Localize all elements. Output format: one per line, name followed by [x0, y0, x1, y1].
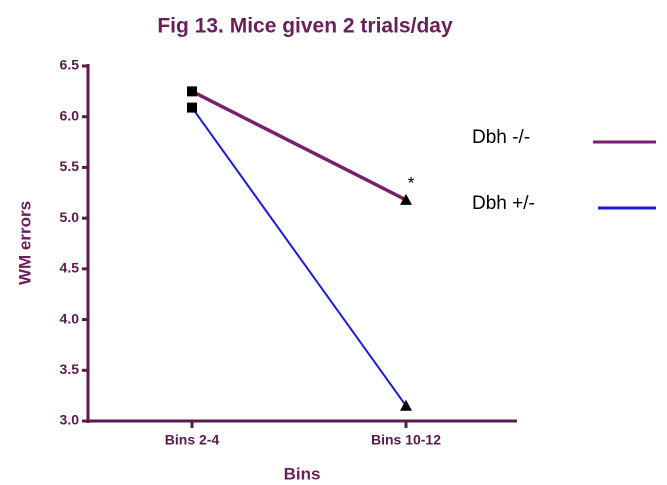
legend-label: Dbh +/- [472, 193, 535, 214]
legend-label: Dbh -/- [472, 127, 530, 148]
y-tick-label: 5.5 [60, 158, 80, 174]
marker [187, 86, 197, 97]
chart-title: Fig 13. Mice given 2 trials/day [157, 15, 453, 38]
x-tick-label: Bins 2-4 [165, 432, 220, 448]
y-tick-label: 5.0 [60, 209, 80, 225]
marker [400, 399, 412, 411]
series-line [191, 89, 407, 202]
y-tick-label: 4.0 [60, 310, 80, 326]
y-tick-label: 3.5 [60, 361, 80, 377]
y-axis-label: WM errors [15, 201, 34, 285]
x-axis-label: Bins [284, 464, 321, 483]
annotation: * [408, 173, 415, 192]
y-tick-label: 3.0 [60, 412, 80, 428]
x-tick-label: Bins 10-12 [371, 432, 441, 448]
y-tick-label: 4.5 [60, 260, 80, 276]
y-tick-label: 6.0 [60, 107, 80, 123]
y-tick-label: 6.5 [60, 57, 80, 73]
series-line [191, 107, 407, 407]
marker [187, 102, 197, 113]
marker [400, 193, 412, 205]
